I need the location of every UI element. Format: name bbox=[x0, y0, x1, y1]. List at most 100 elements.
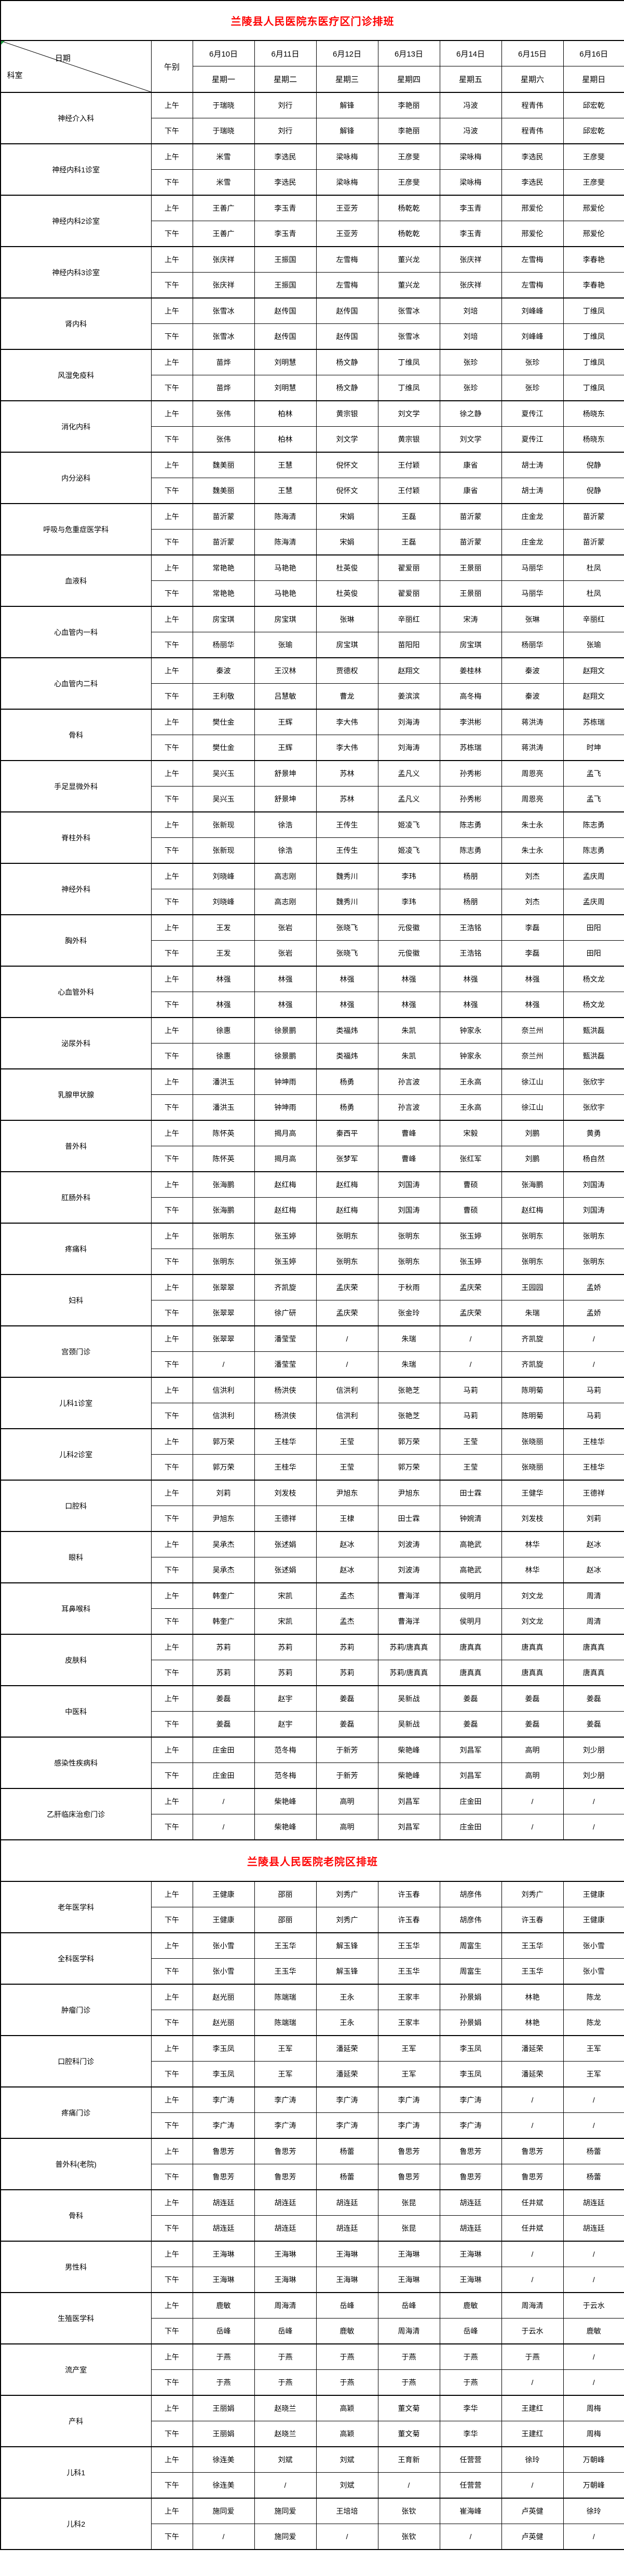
schedule-cell: 王磊 bbox=[377, 529, 440, 555]
schedule-cell: 孙秀彬 bbox=[439, 786, 502, 812]
schedule-cell: 贾德权 bbox=[316, 657, 378, 684]
date-header: 6月12日 bbox=[316, 40, 378, 66]
schedule-cell: 张庆祥 bbox=[192, 246, 255, 273]
shift-label-pm: 下午 bbox=[151, 2010, 193, 2036]
shift-label-am: 上午 bbox=[151, 1068, 193, 1095]
schedule-cell: / bbox=[439, 1325, 502, 1352]
shift-label-am: 上午 bbox=[151, 1017, 193, 1043]
schedule-cell: 王永高 bbox=[439, 1068, 502, 1095]
schedule-cell: 苗烨 bbox=[192, 375, 255, 401]
schedule-cell: 马艳艳 bbox=[254, 554, 317, 581]
schedule-cell: 王传生 bbox=[316, 837, 378, 864]
schedule-cell: 张明东 bbox=[377, 1223, 440, 1249]
schedule-cell: 林强 bbox=[192, 966, 255, 992]
schedule-cell: 周海清 bbox=[377, 2318, 440, 2344]
schedule-cell: 王健康 bbox=[192, 1881, 255, 1907]
shift-label-pm: 下午 bbox=[151, 2472, 193, 2499]
schedule-cell: 宋涛 bbox=[439, 606, 502, 632]
schedule-cell: 王玉华 bbox=[377, 1958, 440, 1985]
date-header: 6月15日 bbox=[501, 40, 564, 66]
shift-label-am: 上午 bbox=[151, 1737, 193, 1763]
schedule-cell: 王莹 bbox=[316, 1454, 378, 1481]
schedule-cell: 蒋洪涛 bbox=[501, 709, 564, 735]
schedule-cell: 张明东 bbox=[192, 1249, 255, 1275]
schedule-cell: 徐惠 bbox=[192, 1043, 255, 1069]
schedule-cell: 王军 bbox=[377, 2035, 440, 2062]
department-name: 普外科(老院) bbox=[0, 2138, 152, 2190]
department-name: 肛肠外科 bbox=[0, 1171, 152, 1224]
schedule-cell: 苏莉 bbox=[254, 1660, 317, 1686]
schedule-cell: 康省 bbox=[439, 452, 502, 478]
schedule-cell: 杨丽华 bbox=[192, 632, 255, 658]
schedule-cell: 赵红梅 bbox=[316, 1197, 378, 1224]
schedule-cell: 倪怀文 bbox=[316, 478, 378, 504]
schedule-cell: 邵丽 bbox=[254, 1881, 317, 1907]
schedule-cell: 赵晓兰 bbox=[254, 2421, 317, 2447]
shift-label-am: 上午 bbox=[151, 297, 193, 324]
shift-label-am: 上午 bbox=[151, 2498, 193, 2524]
schedule-cell: 董文菊 bbox=[377, 2395, 440, 2421]
schedule-cell: 王莹 bbox=[439, 1428, 502, 1455]
department-name: 肿瘤门诊 bbox=[0, 1984, 152, 2036]
schedule-cell: 陈龙 bbox=[563, 1984, 624, 2010]
schedule-cell: 赵翔文 bbox=[377, 657, 440, 684]
schedule-cell: 林强 bbox=[316, 992, 378, 1018]
schedule-cell: 苏莉/唐真真 bbox=[377, 1634, 440, 1660]
schedule-cell: 柴艳峰 bbox=[377, 1737, 440, 1763]
schedule-cell: 类福炜 bbox=[316, 1043, 378, 1069]
schedule-cell: 张艳芝 bbox=[377, 1403, 440, 1429]
schedule-cell: 郭万荣 bbox=[377, 1454, 440, 1481]
schedule-cell: 刘鹏 bbox=[501, 1146, 564, 1172]
schedule-cell: 陈海清 bbox=[254, 503, 317, 530]
schedule-cell: 胡连廷 bbox=[439, 2189, 502, 2216]
department-name: 老年医学科 bbox=[0, 1881, 152, 1933]
shift-label-am: 上午 bbox=[151, 863, 193, 889]
shift-label-am: 上午 bbox=[151, 1788, 193, 1814]
diagonal-line bbox=[1, 41, 151, 92]
schedule-cell: 张晓丽 bbox=[501, 1428, 564, 1455]
schedule-cell: 王园园 bbox=[501, 1274, 564, 1300]
department-name: 内分泌科 bbox=[0, 452, 152, 504]
schedule-cell: 孟凡义 bbox=[377, 760, 440, 787]
schedule-cell: 柴艳峰 bbox=[254, 1814, 317, 1840]
schedule-cell: 杨自然 bbox=[563, 1146, 624, 1172]
schedule-cell: 吕慧敏 bbox=[254, 683, 317, 710]
schedule-cell: 宋毅 bbox=[439, 1120, 502, 1146]
schedule-cell: 邢爱伦 bbox=[501, 221, 564, 247]
schedule-cell: 张钦 bbox=[377, 2498, 440, 2524]
schedule-cell: 潘洪玉 bbox=[192, 1094, 255, 1121]
schedule-cell: 朱凯 bbox=[377, 1043, 440, 1069]
schedule-cell: 张明东 bbox=[377, 1249, 440, 1275]
schedule-cell: 徐江山 bbox=[501, 1094, 564, 1121]
schedule-cell: 倪静 bbox=[563, 478, 624, 504]
schedule-cell: 张欣宇 bbox=[563, 1094, 624, 1121]
department-name: 儿科1 bbox=[0, 2446, 152, 2499]
schedule-cell: 张雪冰 bbox=[192, 297, 255, 324]
schedule-cell: 赵冰 bbox=[563, 1531, 624, 1557]
schedule-cell: 王汉林 bbox=[254, 657, 317, 684]
shift-label-am: 上午 bbox=[151, 1582, 193, 1609]
schedule-cell: 刘昌军 bbox=[377, 1814, 440, 1840]
schedule-cell: 程青伟 bbox=[501, 118, 564, 144]
schedule-cell: 胡连廷 bbox=[192, 2215, 255, 2242]
schedule-cell: 刘文龙 bbox=[501, 1582, 564, 1609]
schedule-cell: / bbox=[501, 2267, 564, 2293]
weekday-header: 星期六 bbox=[501, 66, 564, 93]
shift-label-pm: 下午 bbox=[151, 1907, 193, 1933]
shift-label-am: 上午 bbox=[151, 606, 193, 632]
schedule-cell: 王家丰 bbox=[377, 2010, 440, 2036]
schedule-cell: 张小雪 bbox=[563, 1958, 624, 1985]
schedule-cell: 许玉春 bbox=[377, 1907, 440, 1933]
schedule-cell: 揭月高 bbox=[254, 1120, 317, 1146]
schedule-cell: 孙言波 bbox=[377, 1068, 440, 1095]
schedule-cell: 王丽娟 bbox=[192, 2421, 255, 2447]
schedule-cell: / bbox=[316, 1351, 378, 1378]
schedule-cell: 刘海涛 bbox=[377, 709, 440, 735]
schedule-cell: 张珍 bbox=[439, 375, 502, 401]
schedule-cell: 卢英健 bbox=[501, 2524, 564, 2550]
schedule-cell: 房宝琪 bbox=[316, 632, 378, 658]
schedule-cell: 李广涛 bbox=[254, 2086, 317, 2113]
schedule-cell: 宋娟 bbox=[316, 503, 378, 530]
schedule-cell: 张海鹏 bbox=[192, 1171, 255, 1198]
schedule-cell: 田士霖 bbox=[439, 1480, 502, 1506]
